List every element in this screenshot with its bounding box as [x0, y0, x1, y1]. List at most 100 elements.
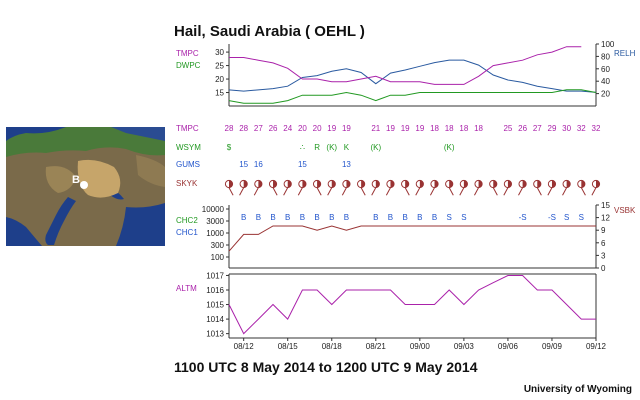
cloud-tick-label: 10000	[202, 205, 225, 214]
vis-series-line	[228, 225, 596, 252]
sky-cover-fill	[581, 180, 585, 188]
row-tmpc-value: 32	[592, 124, 601, 133]
wind-barb	[360, 187, 366, 196]
wind-barb	[518, 187, 524, 196]
sky-cover-fill	[361, 180, 365, 188]
row-tmpc-value: 19	[386, 124, 395, 133]
row-tmpc-value: 19	[327, 124, 336, 133]
dew-axis-label: DWPC	[176, 61, 201, 70]
alt-tick-label: 1016	[206, 286, 224, 295]
wind-barb	[404, 187, 410, 196]
wind-barb	[562, 187, 568, 196]
alt-tick-label: 1013	[206, 330, 224, 339]
sky-cover-fill	[317, 180, 321, 188]
wind-barb	[341, 187, 347, 196]
row-tmpc-value: 19	[415, 124, 424, 133]
row-tmpc-value: 29	[548, 124, 557, 133]
sky-cover-fill	[375, 180, 380, 188]
cloud-code-value: -S	[519, 213, 527, 222]
sky-cover-fill	[463, 180, 468, 188]
cloud-code-value: B	[329, 213, 334, 222]
cloud-tick-label: 3000	[206, 217, 224, 226]
sky-cover-fill	[229, 180, 233, 188]
rh-axis-label: RELH	[614, 49, 636, 58]
time-tick-label: 08/21	[366, 342, 387, 351]
sky-cover-fill	[449, 180, 453, 188]
row-gums-value: 13	[342, 160, 351, 169]
sky-cover-fill	[478, 180, 483, 188]
wind-barb	[474, 187, 480, 196]
wind-barb	[448, 187, 454, 196]
row-gums-value: 15	[298, 160, 307, 169]
wind-barb	[327, 187, 333, 196]
row-tmpc-value: 19	[401, 124, 410, 133]
wind-barb	[272, 187, 278, 196]
wind-barb	[371, 187, 377, 196]
vis-tick-label: 0	[601, 264, 606, 273]
rh-tick-label: 60	[601, 65, 610, 74]
cloud-code-value: B	[270, 213, 275, 222]
alt-tick-label: 1014	[206, 315, 224, 324]
vis-tick-label: 3	[601, 251, 606, 260]
wind-barb	[415, 187, 421, 196]
row-tmpc-value: 20	[313, 124, 322, 133]
time-tick-label: 09/06	[498, 342, 519, 351]
row-wsym-value: ∴	[300, 143, 305, 152]
row-tmpc-value: 25	[503, 124, 512, 133]
cloud-code-value: B	[373, 213, 378, 222]
wind-barb	[459, 187, 465, 196]
row-wsym-value: (K)	[444, 143, 455, 152]
wind-barb	[580, 187, 586, 196]
row-tmpc-value: 18	[430, 124, 439, 133]
temp-tick-label: 20	[215, 75, 224, 84]
rh-tick-label: 100	[601, 40, 615, 49]
row-tmpc-value: 18	[445, 124, 454, 133]
cloud-tick-label: 100	[211, 253, 225, 262]
cloud-label-chc2: CHC2	[176, 216, 198, 225]
cloud-code-value: B	[241, 213, 246, 222]
region-map: B	[6, 127, 165, 246]
wind-barb	[283, 187, 289, 196]
row-gums-value: 16	[254, 160, 263, 169]
cloud-label-chc1: CHC1	[176, 228, 198, 237]
cloud-code-value: B	[256, 213, 261, 222]
wind-barb	[385, 187, 391, 196]
cloud-code-value: S	[461, 213, 466, 222]
sky-cover-fill	[390, 180, 395, 188]
row-tmpc-value: 26	[269, 124, 278, 133]
cloud-tick-label: 1000	[206, 229, 224, 238]
cloud-code-value: B	[402, 213, 407, 222]
row-tmpc-value: 28	[239, 124, 248, 133]
cloud-code-value: B	[388, 213, 393, 222]
alt-axis-label: ALTM	[176, 284, 197, 293]
wind-barb	[536, 187, 542, 196]
temp-tick-label: 15	[215, 89, 224, 98]
alt-tick-label: 1017	[206, 271, 224, 280]
cloud-tick-label: 300	[211, 241, 225, 250]
row-wsym-value: (K)	[370, 143, 381, 152]
time-tick-label: 09/09	[542, 342, 563, 351]
vis-axis-label: VSBK	[614, 206, 636, 215]
row-gums-value: 15	[239, 160, 248, 169]
row-wsym-value: K	[344, 143, 350, 152]
time-tick-label: 09/03	[454, 342, 475, 351]
row-wsym-value: (K)	[326, 143, 337, 152]
wind-barb	[316, 187, 322, 196]
row-tmpc-value: 21	[371, 124, 380, 133]
row-tmpc-value: 20	[298, 124, 307, 133]
time-tick-label: 09/00	[410, 342, 431, 351]
cloud-code-value: B	[314, 213, 319, 222]
row-label-tmpc: TMPC	[176, 124, 199, 133]
wind-barb	[253, 187, 259, 196]
vis-tick-label: 6	[601, 239, 606, 248]
row-tmpc-value: 18	[459, 124, 468, 133]
sky-cover-fill	[493, 180, 497, 188]
dew-series-line	[228, 89, 597, 104]
cloud-code-value: B	[344, 213, 349, 222]
wind-barb	[228, 187, 234, 196]
sky-cover-fill	[331, 180, 336, 188]
vis-tick-label: 9	[601, 226, 606, 235]
wind-barb	[297, 187, 303, 196]
row-label-wsym: WSYM	[176, 143, 201, 152]
